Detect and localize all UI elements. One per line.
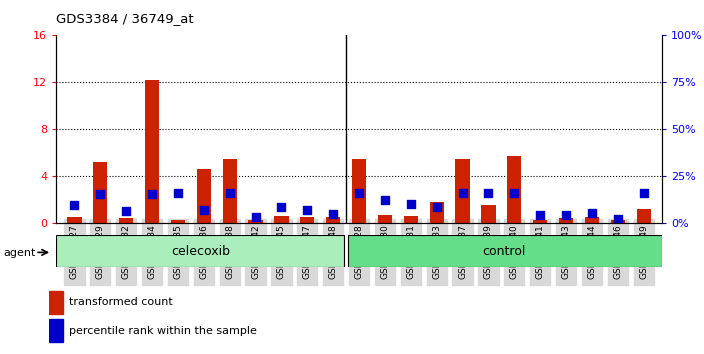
Bar (171, 219, 185, 223)
Point (483, 190, 494, 196)
Bar (482, 205, 496, 223)
Bar (585, 217, 599, 223)
Bar (348, 235, 662, 267)
Point (353, 190, 365, 196)
Text: celecoxib: celecoxib (172, 245, 231, 258)
Bar (93, 162, 108, 223)
Point (301, 207, 313, 213)
Bar (196, 169, 211, 223)
Bar (68, 217, 82, 223)
Point (534, 212, 546, 218)
Bar (403, 216, 418, 223)
Bar (559, 218, 573, 223)
Point (172, 190, 184, 196)
Point (198, 207, 209, 213)
Point (638, 190, 649, 196)
Point (379, 197, 391, 203)
Point (612, 216, 624, 222)
Text: agent: agent (4, 248, 36, 258)
Bar (507, 156, 522, 223)
Bar (275, 216, 289, 223)
Point (406, 201, 417, 207)
Bar (378, 215, 392, 223)
Bar (119, 218, 133, 223)
Point (509, 190, 520, 196)
Point (560, 212, 572, 218)
Bar (222, 159, 237, 223)
Text: GDS3384 / 36749_at: GDS3384 / 36749_at (56, 12, 194, 25)
Bar (300, 217, 315, 223)
Bar (533, 219, 547, 223)
Bar (352, 159, 366, 223)
Bar (56, 235, 344, 267)
Bar (636, 209, 650, 223)
Point (457, 190, 468, 196)
Point (586, 210, 598, 216)
Text: percentile rank within the sample: percentile rank within the sample (69, 326, 257, 336)
Point (94, 191, 106, 196)
Bar (145, 80, 159, 223)
Bar (455, 159, 470, 223)
Bar (249, 219, 263, 223)
Point (250, 214, 261, 219)
Point (431, 205, 442, 210)
Text: transformed count: transformed count (69, 297, 173, 307)
Point (120, 208, 132, 214)
Point (224, 190, 235, 196)
Text: control: control (482, 245, 525, 258)
Point (276, 204, 287, 210)
Bar (49, 319, 63, 342)
Bar (49, 291, 63, 314)
Point (146, 191, 158, 196)
Point (327, 211, 339, 217)
Bar (610, 219, 625, 223)
Bar (429, 202, 444, 223)
Point (69, 202, 80, 208)
Bar (326, 217, 340, 223)
